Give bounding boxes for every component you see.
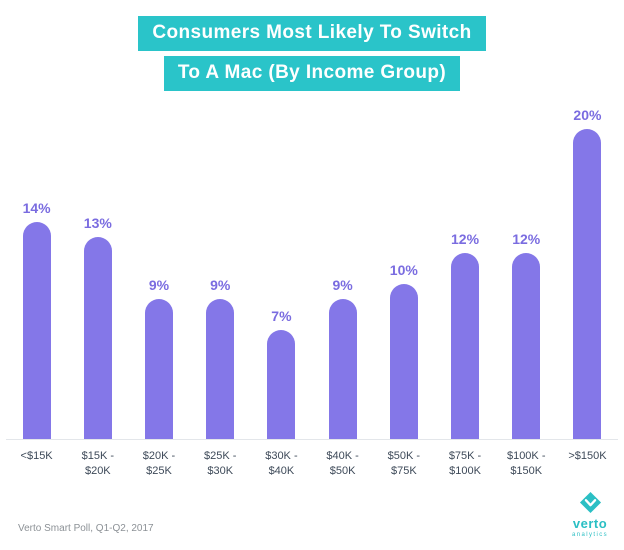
bar [451,253,480,439]
bar-column: 9% [128,277,189,439]
x-axis-label: $40K - $50K [326,450,359,478]
x-axis-label: $75K - $100K [448,450,482,478]
bar [267,330,296,439]
bar-value-label: 9% [210,277,231,293]
bar-column: 9% [312,277,373,439]
bar [22,222,51,439]
bar-column: 9% [190,277,251,439]
x-axis-label: $100K - $150K [506,450,546,478]
chart-title: Consumers Most Likely To Switch To A Mac… [0,0,624,91]
x-axis-label: <$15K [20,450,53,462]
logo-brand-text: verto [572,516,608,531]
bar-value-label: 9% [332,277,353,293]
x-axis-label: $50K - $75K [387,450,421,478]
bar [83,237,112,439]
bar [389,284,418,439]
x-axis-label: $25K - $30K [204,450,237,478]
bar-value-label: 12% [451,231,480,247]
bar [573,129,602,439]
bar-value-label: 14% [22,200,51,216]
x-axis-label: $30K - $40K [265,450,298,478]
x-axis-label: $15K - $20K [81,450,115,478]
x-axis-label: $20K - $25K [142,450,176,478]
bars-area: 14% 13% 9% 9% 7% 9% 10% 12% 12% 20% [6,97,618,440]
bar-column: 14% [6,200,67,439]
bar [206,299,235,439]
bar-column: 7% [251,308,312,439]
bar-value-label: 20% [573,107,602,123]
source-note: Verto Smart Poll, Q1-Q2, 2017 [18,523,154,534]
bar-value-label: 9% [148,277,170,293]
bar-value-label: 10% [389,262,418,278]
bar-column: 10% [373,262,434,439]
bar [328,299,357,439]
bar [145,299,173,439]
footer: Verto Smart Poll, Q1-Q2, 2017 verto anal… [18,491,608,538]
bar-value-label: 7% [271,308,292,324]
bar [512,253,541,439]
verto-diamond-icon [579,491,601,514]
bar-chart: 14% 13% 9% 9% 7% 9% 10% 12% 12% 20% <$15K $15K - $… [0,97,624,480]
chart-title-line2: To A Mac (By Income Group) [163,56,461,91]
x-axis-label: >$150K [568,450,607,462]
bar-column: 20% [557,107,618,439]
bar-column: 12% [496,231,557,439]
bar-value-label: 12% [512,231,541,247]
bar-value-label: 13% [83,215,112,231]
x-axis-labels: <$15K $15K - $20K $20K - $25K $25K - $30K $3… [6,440,618,480]
chart-title-line1: Consumers Most Likely To Switch [138,16,486,51]
bar-column: 12% [434,231,495,439]
verto-logo: verto analytics [572,491,608,538]
bar-column: 13% [67,215,128,439]
logo-sub-text: analytics [572,532,608,538]
